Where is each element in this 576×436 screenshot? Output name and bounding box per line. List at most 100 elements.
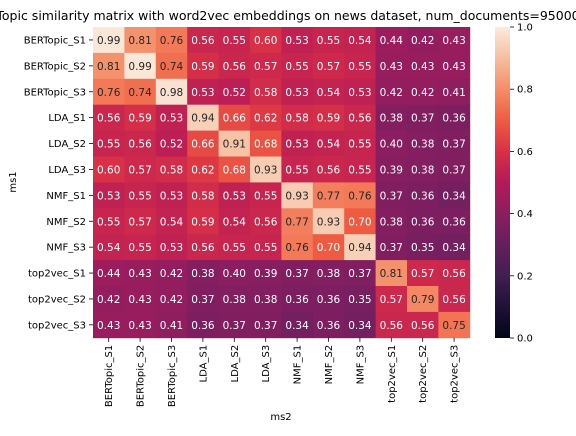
cell-value-label: 0.62 (254, 113, 277, 125)
cell-value-label: 0.34 (348, 320, 372, 332)
heatmap-cell (344, 78, 376, 106)
cell-value-label: 0.56 (442, 294, 466, 306)
heatmap-cell (312, 234, 345, 261)
cell-value-label: 0.55 (348, 61, 371, 73)
chart-title: Topic similarity matrix with word2vec em… (0, 8, 576, 23)
cell-value-label: 0.55 (285, 61, 308, 73)
cell-value-label: 0.40 (380, 139, 403, 151)
heatmap-cell (407, 130, 439, 157)
heatmap-cell (155, 208, 188, 235)
cell-value-label: 0.58 (191, 190, 214, 202)
y-tick-label: NMF_S1 (46, 191, 86, 202)
heatmap-cell (344, 260, 376, 287)
cell-value-label: 0.54 (348, 35, 372, 47)
heatmap-cell (124, 260, 157, 287)
cell-value-label: 0.76 (285, 242, 309, 254)
cell-value-label: 0.53 (160, 113, 183, 125)
heatmap-cell (375, 208, 408, 235)
cell-value-label: 0.91 (223, 139, 246, 151)
heatmap-cell (187, 182, 219, 209)
cell-value-label: 0.56 (348, 113, 372, 125)
heatmap-cell (375, 182, 408, 209)
y-tick-label: BERTopic_S2 (24, 61, 86, 72)
heatmap-cell (281, 156, 314, 183)
heatmap-cell (312, 27, 345, 54)
heatmap-cell (155, 286, 188, 313)
colorbar-tick-label: 0.4 (517, 209, 533, 220)
heatmap-cell (407, 78, 439, 106)
y-tick-label: BERTopic_S1 (24, 35, 86, 46)
cell-value-label: 0.58 (285, 113, 308, 125)
heatmap-cell (312, 208, 345, 235)
cell-value-label: 0.40 (223, 268, 246, 280)
cell-value-label: 0.53 (223, 190, 246, 202)
cell-value-label: 0.68 (223, 164, 246, 176)
heatmap-cell (124, 78, 157, 106)
heatmap-cell (155, 156, 188, 183)
cell-value-label: 0.35 (348, 294, 371, 306)
cell-value-label: 0.37 (348, 268, 371, 280)
y-tick-label: LDA_S3 (48, 165, 86, 176)
cell-value-label: 0.37 (411, 113, 434, 125)
heatmap-cell (375, 52, 408, 80)
heatmap-cell (187, 260, 219, 287)
cell-value-label: 0.74 (160, 61, 184, 73)
heatmap-cell (250, 104, 282, 131)
cell-value-label: 0.53 (191, 87, 214, 99)
heatmap-cell (187, 78, 219, 106)
cell-value-label: 0.37 (380, 242, 403, 254)
cell-value-label: 0.56 (97, 113, 121, 125)
heatmap-cell (281, 52, 314, 80)
heatmap-cell (312, 78, 345, 106)
cell-value-label: 0.56 (380, 320, 404, 332)
heatmap-cell (218, 182, 251, 209)
cell-value-label: 0.55 (128, 190, 151, 202)
heatmap-cell (438, 78, 471, 106)
heatmap-cell (250, 208, 282, 235)
heatmap-cell (250, 260, 282, 287)
cell-value-label: 0.75 (442, 320, 465, 332)
heatmap-cell (93, 234, 125, 261)
cell-value-label: 0.59 (128, 113, 151, 125)
heatmap-cell (438, 311, 471, 339)
cell-value-label: 0.76 (348, 190, 372, 202)
heatmap-cell (344, 104, 376, 131)
heatmap-cell (375, 130, 408, 157)
heatmap-cell (93, 156, 125, 183)
cell-value-label: 0.76 (97, 87, 121, 99)
heatmap-cell (218, 234, 251, 261)
heatmap-cell (218, 130, 251, 157)
x-tick-label: top2vec_S3 (450, 345, 461, 403)
heatmap-cell (250, 52, 282, 80)
cell-value-label: 0.36 (442, 113, 466, 125)
heatmap-cell (375, 286, 408, 313)
cell-value-label: 0.39 (380, 164, 403, 176)
cell-value-label: 0.66 (223, 113, 247, 125)
cell-value-label: 0.42 (411, 35, 434, 47)
cell-value-label: 0.36 (285, 294, 309, 306)
cell-value-label: 0.76 (160, 35, 184, 47)
heatmap-cell (187, 234, 219, 261)
cell-value-label: 0.56 (223, 61, 247, 73)
heatmap-cell (155, 27, 188, 54)
cell-value-label: 0.43 (128, 320, 151, 332)
x-tick-label: BERTopic_S1 (104, 345, 115, 407)
heatmap-cell (93, 78, 125, 106)
heatmap-cell (344, 286, 376, 313)
cell-value-label: 0.55 (223, 35, 246, 47)
heatmap-cell (187, 156, 219, 183)
heatmap-cell (218, 311, 251, 339)
heatmap-cell (93, 130, 125, 157)
cell-value-label: 0.57 (317, 61, 340, 73)
cell-value-label: 0.70 (348, 216, 371, 228)
heatmap-cell (312, 286, 345, 313)
cell-value-label: 0.43 (411, 61, 434, 73)
cell-value-label: 0.38 (411, 164, 434, 176)
heatmap-cell (312, 260, 345, 287)
x-tick-label: LDA_S3 (261, 345, 272, 383)
heatmap-cell (281, 78, 314, 106)
heatmap-cell (124, 156, 157, 183)
heatmap-cell (187, 52, 219, 80)
heatmap-cell (124, 286, 157, 313)
cell-value-label: 0.37 (285, 268, 308, 280)
